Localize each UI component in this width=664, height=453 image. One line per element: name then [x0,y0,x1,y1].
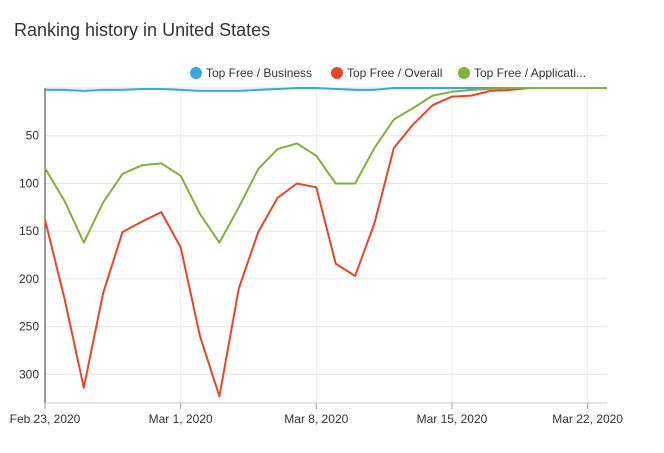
x-tick-label: Mar 22, 2020 [552,412,623,426]
legend-item-2[interactable]: Top Free / Overall [331,66,442,80]
legend-item-1[interactable]: Top Free / Business [190,66,312,80]
legend-item-3[interactable]: Top Free / Applicati... [458,66,586,80]
series-line-3 [44,87,607,244]
y-tick-label: 200 [19,272,39,286]
legend-marker [331,67,343,79]
series-line-2 [44,87,607,398]
chart-title: Ranking history in United States [14,20,271,40]
legend-label: Top Free / Business [206,66,312,80]
x-tick-label: Mar 15, 2020 [417,412,488,426]
y-tick-label: 300 [19,367,39,381]
y-tick-label: 250 [19,320,39,334]
x-tick-label: Mar 1, 2020 [149,412,213,426]
y-tick-label: 50 [26,129,40,143]
x-tick-label: Mar 8, 2020 [284,412,348,426]
legend-label: Top Free / Overall [347,66,442,80]
legend[interactable]: Top Free / Business Top Free / Overall Top… [190,66,586,80]
legend-marker [458,67,470,79]
x-axis: Feb 23, 2020 Mar 1, 2020 Mar 8, 2020 Mar 15… [10,402,623,426]
legend-marker [190,67,202,79]
series-lines [44,87,607,398]
y-tick-label: 150 [19,224,39,238]
y-axis: 50 100 150 200 250 300 [19,88,46,403]
legend-label: Top Free / Applicati... [474,66,586,80]
y-tick-label: 100 [19,176,39,190]
x-tick-label: Feb 23, 2020 [10,412,81,426]
grid [44,87,607,403]
